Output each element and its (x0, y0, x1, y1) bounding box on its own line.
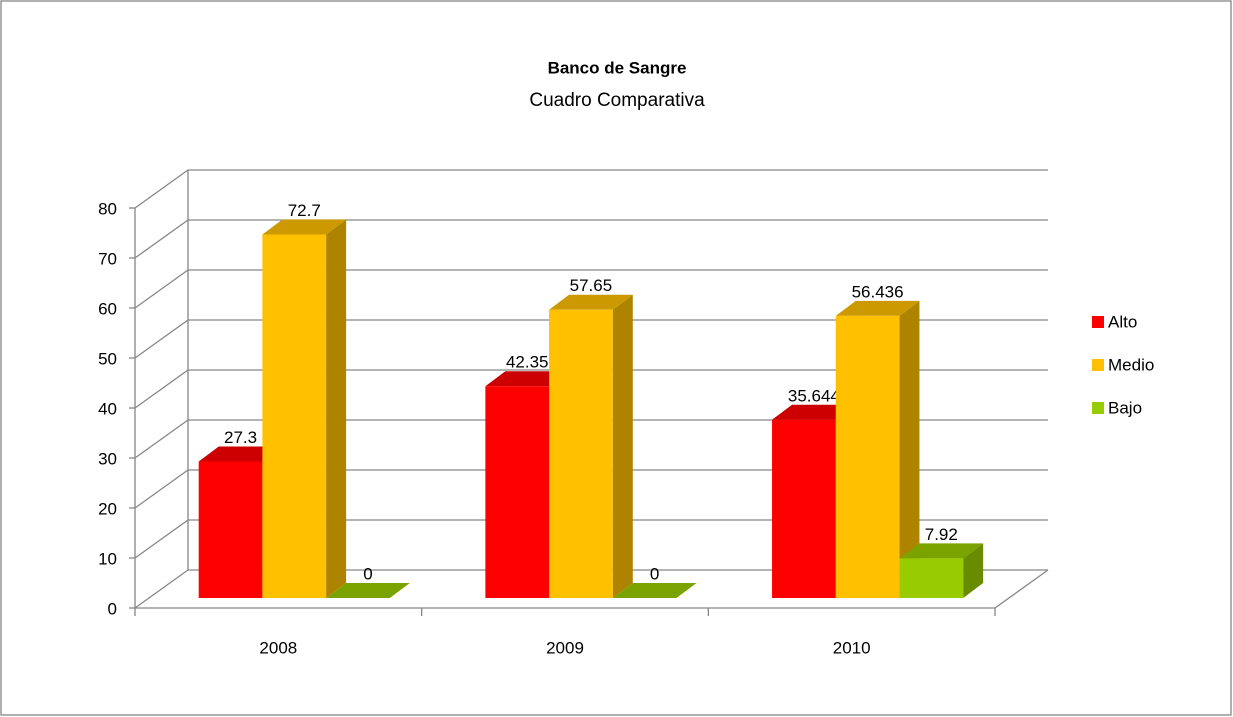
grid-line (134, 269, 1048, 309)
bar-front (835, 315, 900, 598)
legend-label: Alto (1108, 312, 1137, 331)
bar-front (198, 461, 263, 598)
y-tick-label: 80 (98, 199, 117, 218)
bar (326, 583, 410, 598)
bar-top (549, 294, 633, 310)
legend-swatch (1092, 402, 1104, 414)
x-tick-label: 2009 (546, 638, 584, 657)
data-label: 7.92 (925, 525, 958, 544)
bar-side (899, 300, 920, 598)
bar (899, 543, 984, 598)
bar-front (485, 386, 550, 598)
chart-title: Banco de Sangre (548, 58, 687, 77)
y-tick-label: 50 (98, 349, 117, 368)
legend-swatch (1092, 316, 1104, 328)
data-label: 27.3 (224, 428, 257, 447)
grid-line (134, 319, 1048, 359)
grid-line (134, 569, 1048, 609)
bar-top (899, 543, 984, 559)
data-label: 0 (650, 564, 659, 583)
data-label: 35.644 (788, 386, 840, 405)
bar (612, 583, 697, 598)
bar-top (835, 300, 920, 316)
data-label: 42.35 (506, 353, 549, 372)
data-label: 56.436 (852, 282, 904, 301)
chart-subtitle: Cuadro Comparativa (529, 90, 705, 111)
bar-top (772, 404, 856, 420)
y-tick-label: 20 (98, 499, 117, 518)
y-tick-label: 10 (98, 549, 117, 568)
bar-front (772, 419, 836, 598)
bar-top (262, 219, 347, 235)
bar-side (612, 294, 633, 598)
legend-label: Bajo (1108, 398, 1142, 417)
grid-line (134, 219, 1048, 259)
y-tick-label: 60 (98, 299, 117, 318)
bar-front (262, 234, 327, 598)
data-label: 72.7 (288, 201, 321, 220)
grid-line (134, 419, 1048, 459)
data-label: 57.65 (570, 276, 613, 295)
bar-top (326, 583, 410, 598)
y-tick-label: 30 (98, 449, 117, 468)
legend-swatch (1092, 359, 1104, 371)
bar-top (612, 583, 697, 598)
bar-front (549, 309, 613, 598)
legend-label: Medio (1108, 355, 1154, 374)
bar (835, 300, 920, 598)
y-tick-label: 70 (98, 249, 117, 268)
data-label: 0 (363, 564, 372, 583)
grid-line (134, 169, 1048, 209)
x-tick-label: 2008 (259, 638, 297, 657)
bar-top (198, 446, 283, 462)
grid-line (134, 369, 1048, 409)
x-tick-label: 2010 (833, 638, 871, 657)
y-tick-label: 0 (108, 599, 117, 618)
grid-line (134, 469, 1048, 509)
bar-front (899, 558, 964, 598)
bar-top (485, 371, 570, 387)
bar-side (326, 219, 347, 598)
y-tick-label: 40 (98, 399, 117, 418)
grid-line (134, 519, 1048, 559)
bar (549, 294, 633, 598)
bar-side (963, 543, 984, 598)
bar (262, 219, 347, 598)
